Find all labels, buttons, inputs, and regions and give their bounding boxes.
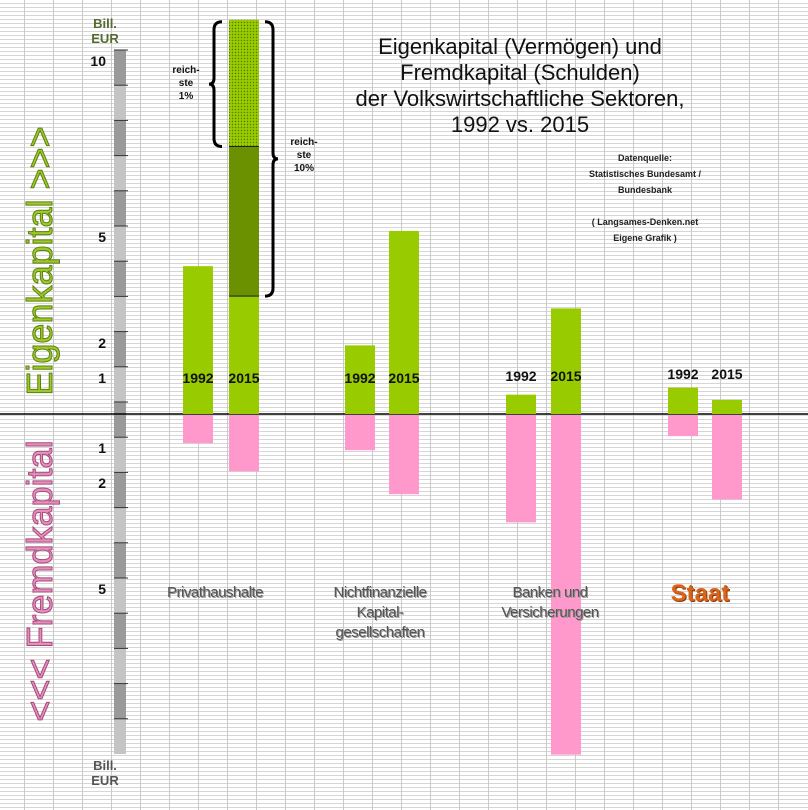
axis-strip-segment <box>114 366 126 402</box>
ytick-label-negative: 1 <box>98 440 106 457</box>
brace-richest-1pct <box>208 20 223 148</box>
bar-eigenkapital-rest <box>229 296 259 414</box>
year-label: 2015 <box>550 368 582 384</box>
bar-eigenkapital <box>668 387 698 414</box>
chart-title: Eigenkapital (Vermögen) und Fremdkapital… <box>300 34 740 138</box>
axis-strip-segment <box>114 578 126 614</box>
source-line <box>580 198 710 214</box>
ytick-label-negative: 5 <box>98 581 106 597</box>
bar-fremdkapital <box>668 415 698 437</box>
axis-strip-segment <box>114 226 126 262</box>
ylabel-positive: Eigenkapital >>> <box>19 126 61 396</box>
year-label: 1992 <box>505 368 537 384</box>
title-line: Fremdkapital (Schulden) <box>400 60 640 85</box>
axis-strip-segment <box>114 507 126 543</box>
bar-fremdkapital <box>712 415 742 500</box>
axis-strip-segment <box>114 190 126 226</box>
category-label-line: Nichtfinanzielle <box>333 584 427 601</box>
source-line: Statistisches Bundesamt / <box>588 169 702 179</box>
axis-strip-segment <box>114 296 126 332</box>
axis-strip-segment <box>114 472 126 508</box>
bar-eigenkapital <box>551 308 581 414</box>
axis-strip-segment <box>114 648 126 684</box>
data-source-note: Datenquelle: Statistisches Bundesamt / B… <box>580 150 710 246</box>
ytick-label-positive: 1 <box>98 369 106 386</box>
bar-eigenkapital-richest-10pct <box>229 146 259 297</box>
ytick-label-positive: 10 <box>90 53 106 69</box>
axis-strip-segment <box>114 402 126 438</box>
ytick-label-negative: 2 <box>98 475 106 492</box>
year-label: 1992 <box>667 366 699 382</box>
axis-strip-segment <box>114 50 126 86</box>
bar-eigenkapital <box>183 266 213 414</box>
axis-strip-segment <box>114 542 126 578</box>
category-label-line: gesellschaften <box>335 624 425 641</box>
bar-fremdkapital <box>183 415 213 444</box>
bar-eigenkapital <box>345 345 375 414</box>
note-line: reich- <box>290 137 318 148</box>
bar-eigenkapital-richest-1pct <box>229 19 259 147</box>
axis-strip-segment <box>114 120 126 156</box>
ylabel-negative: <<< Fremdkapital <box>19 440 61 722</box>
unit-label-top: Bill. EUR <box>80 16 130 46</box>
year-label: 2015 <box>388 370 420 386</box>
bar-fremdkapital <box>345 415 375 451</box>
source-line: ( Langsames-Denken.net <box>591 217 699 227</box>
note-line: 1% <box>178 91 194 102</box>
year-label: 1992 <box>344 370 376 386</box>
bar-fremdkapital <box>389 415 419 495</box>
unit-label-bottom: Bill. EUR <box>80 758 130 788</box>
category-label: Nichtfinanzielle Kapital-gesellschaften <box>300 583 460 643</box>
bar-eigenkapital <box>506 394 536 414</box>
note-line: ste <box>296 150 312 161</box>
bar-fremdkapital <box>506 415 536 523</box>
bar-eigenkapital <box>712 399 742 414</box>
axis-strip-segment <box>114 683 126 719</box>
unit-line: Bill. <box>93 758 117 773</box>
title-line: Eigenkapital (Vermögen) und <box>378 34 662 59</box>
bar-eigenkapital <box>389 230 419 414</box>
source-line: Bundesbank <box>617 185 672 195</box>
axis-strip-segment <box>114 331 126 367</box>
year-label: 2015 <box>228 370 260 386</box>
ytick-label-positive: 5 <box>98 229 106 245</box>
axis-strip-segment <box>114 613 126 649</box>
category-label-line: Versicherungen <box>501 604 599 621</box>
category-label: Privathaushalte <box>150 583 280 603</box>
note-line: reich- <box>172 65 200 76</box>
title-line: der Volkswirtschaftliche Sektoren, <box>355 86 685 111</box>
unit-line: EUR <box>91 31 119 46</box>
category-label: Banken und Versicherungen <box>470 583 630 623</box>
unit-line: EUR <box>91 773 119 788</box>
category-label-line: Privathaushalte <box>167 584 263 601</box>
ytick-label-positive: 2 <box>98 334 106 351</box>
category-label-line: Staat <box>670 580 730 607</box>
source-line: Eigene Grafik ) <box>613 233 677 243</box>
axis-strip-segment <box>114 718 126 754</box>
year-label: 1992 <box>182 370 214 386</box>
year-label: 2015 <box>711 366 743 382</box>
category-label: Staat <box>640 580 760 608</box>
note-line: 10% <box>293 163 314 174</box>
brace-richest-10pct <box>264 20 279 298</box>
category-label-line: Banken und <box>512 584 588 601</box>
title-line: 1992 vs. 2015 <box>450 112 590 137</box>
axis-strip-segment <box>114 437 126 473</box>
axis-strip-segment <box>114 85 126 121</box>
category-label-line: Kapital- <box>356 604 404 621</box>
bar-fremdkapital <box>229 415 259 472</box>
source-line: Datenquelle: <box>617 153 672 163</box>
bar-fremdkapital <box>551 415 581 755</box>
note-line: ste <box>178 78 194 89</box>
unit-line: Bill. <box>93 16 117 31</box>
annotation-richest-10pct: reich- ste 10% <box>286 136 322 175</box>
axis-strip-segment <box>114 155 126 191</box>
annotation-richest-1pct: reich- ste 1% <box>168 64 204 103</box>
axis-strip-segment <box>114 261 126 297</box>
